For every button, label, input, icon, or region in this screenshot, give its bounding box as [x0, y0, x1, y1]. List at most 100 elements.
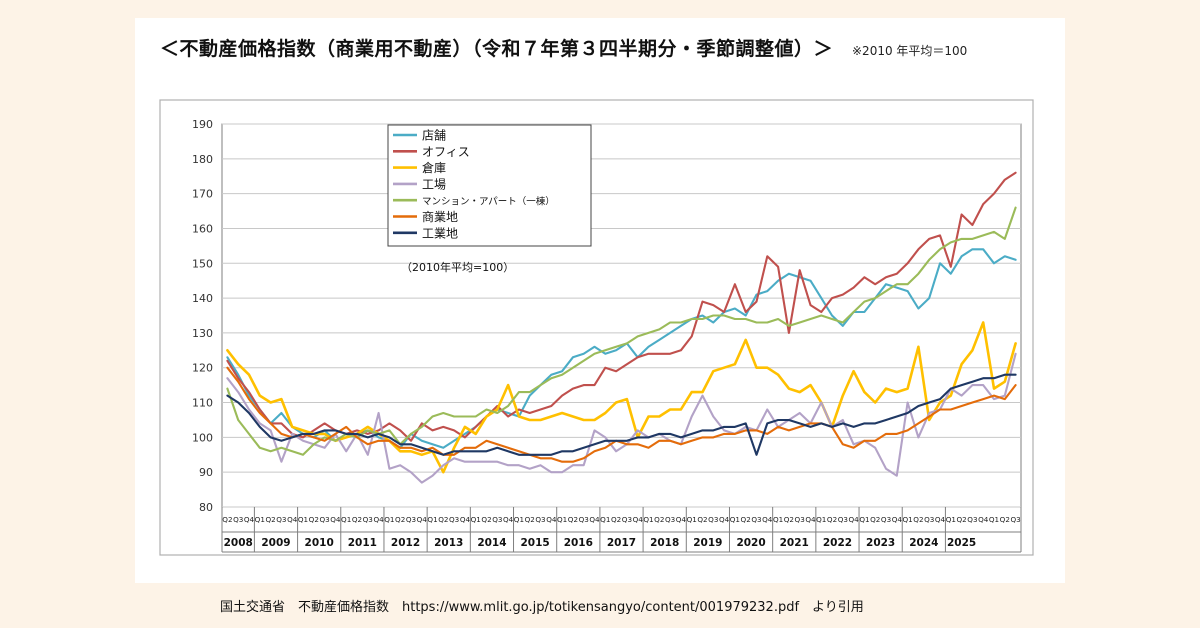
- quarter-tick-label: Q3: [924, 515, 934, 524]
- x-axis: Q2 Q3 Q4 Q1 Q2 Q3 Q4 Q1 Q2 Q3 Q4 Q1 Q2 Q3 Q4 Q1 Q2 Q3 Q4 Q1…: [221, 507, 1022, 553]
- series-line-5: [226, 366, 1017, 463]
- year-tick-label: 2012: [391, 537, 420, 549]
- quarter-tick-label: Q1: [773, 515, 783, 524]
- y-tick-label: 160: [192, 222, 213, 235]
- series-lines: [226, 171, 1017, 484]
- quarter-tick-label: Q2: [1000, 515, 1010, 524]
- y-tick-label: 140: [192, 292, 213, 305]
- grid-lines: [222, 123, 1021, 508]
- quarter-tick-label: Q3: [967, 515, 977, 524]
- quarter-tick-label: Q2: [784, 515, 794, 524]
- year-tick-label: 2016: [564, 537, 593, 549]
- series-line-6: [226, 373, 1017, 456]
- quarter-tick-label: Q1: [341, 515, 351, 524]
- quarter-tick-label: Q2: [827, 515, 837, 524]
- year-tick-label: 2010: [305, 537, 334, 549]
- quarter-tick-label: Q3: [579, 515, 589, 524]
- quarter-tick-label: Q4: [892, 515, 903, 524]
- source-credit: 国土交通省 不動産価格指数 https://www.mlit.go.jp/tot…: [220, 600, 864, 615]
- quarter-tick-label: Q4: [719, 515, 730, 524]
- y-tick-label: 190: [192, 118, 213, 131]
- quarter-tick-label: Q4: [460, 515, 471, 524]
- year-tick-label: 2013: [434, 537, 463, 549]
- y-tick-label: 100: [192, 431, 213, 444]
- quarter-tick-label: Q2: [352, 515, 362, 524]
- quarter-tick-label: Q3: [492, 515, 502, 524]
- quarter-tick-label: Q3: [665, 515, 675, 524]
- quarter-tick-label: Q3: [881, 515, 891, 524]
- quarter-tick-label: Q4: [503, 515, 514, 524]
- legend-label: 店舗: [422, 129, 446, 143]
- series-line-4: [226, 206, 1017, 456]
- quarter-tick-label: Q2: [481, 515, 491, 524]
- y-tick-label: 110: [192, 397, 213, 410]
- year-tick-label: 2021: [780, 537, 809, 549]
- year-tick-label: 2023: [866, 537, 895, 549]
- legend-note: （2010年平均=100）: [401, 260, 514, 274]
- y-tick-label: 150: [192, 257, 213, 270]
- y-tick-label: 80: [199, 501, 213, 514]
- legend-label: オフィス: [422, 145, 470, 159]
- y-tick-label: 120: [192, 362, 213, 375]
- quarter-tick-label: Q4: [805, 515, 816, 524]
- quarter-tick-label: Q1: [643, 515, 653, 524]
- year-tick-label: 2014: [477, 537, 506, 549]
- legend-label: 倉庫: [422, 160, 446, 175]
- quarter-tick-label: Q1: [557, 515, 567, 524]
- series-line-1: [226, 171, 1017, 442]
- quarter-tick-label: Q3: [233, 515, 243, 524]
- year-tick-label: 2011: [348, 537, 377, 549]
- year-tick-label: 2017: [607, 537, 636, 549]
- quarter-tick-label: Q4: [330, 515, 341, 524]
- quarter-tick-label: Q1: [384, 515, 394, 524]
- quarter-tick-label: Q4: [849, 515, 860, 524]
- year-tick-label: 2022: [823, 537, 852, 549]
- quarter-tick-label: Q2: [568, 515, 578, 524]
- quarter-tick-label: Q2: [438, 515, 448, 524]
- quarter-tick-label: Q4: [244, 515, 255, 524]
- quarter-tick-label: Q4: [546, 515, 557, 524]
- y-tick-label: 180: [192, 153, 213, 166]
- quarter-tick-label: Q4: [978, 515, 989, 524]
- quarter-tick-label: Q2: [741, 515, 751, 524]
- quarter-tick-label: Q2: [956, 515, 966, 524]
- quarter-tick-label: Q4: [373, 515, 384, 524]
- quarter-tick-label: Q4: [676, 515, 687, 524]
- y-tick-label: 90: [199, 466, 213, 479]
- quarter-tick-label: Q4: [589, 515, 600, 524]
- quarter-tick-label: Q3: [751, 515, 761, 524]
- quarter-tick-label: Q2: [309, 515, 319, 524]
- y-axis: 80 90 100 110 120 130 140 150 160 170 180 190: [192, 118, 213, 514]
- chart-title: ＜不動産価格指数（商業用不動産）（令和７年第３四半期分・季節調整値）＞: [160, 38, 834, 60]
- quarter-tick-label: Q1: [903, 515, 913, 524]
- year-tick-label: 2020: [736, 537, 765, 549]
- quarter-tick-label: Q4: [762, 515, 773, 524]
- quarter-tick-label: Q4: [935, 515, 946, 524]
- chart-frame: [159, 99, 1034, 556]
- quarter-tick-label: Q2: [525, 515, 535, 524]
- quarter-tick-label: Q3: [838, 515, 848, 524]
- legend-box: [387, 124, 592, 247]
- quarter-tick-label: Q3: [363, 515, 373, 524]
- outer-frame: [159, 99, 1034, 556]
- quarter-tick-label: Q1: [989, 515, 999, 524]
- quarter-tick-label: Q3: [535, 515, 545, 524]
- y-tick-label: 170: [192, 188, 213, 201]
- quarter-tick-label: Q3: [795, 515, 805, 524]
- series-line-2: [226, 321, 1017, 474]
- quarter-tick-label: Q3: [319, 515, 329, 524]
- quarter-tick-label: Q3: [406, 515, 416, 524]
- quarter-tick-label: Q4: [633, 515, 644, 524]
- base-note: ※2010 年平均＝100: [852, 44, 968, 58]
- quarter-tick-label: Q1: [514, 515, 524, 524]
- quarter-tick-label: Q1: [946, 515, 956, 524]
- quarter-tick-label: Q2: [265, 515, 275, 524]
- year-tick-label: 2008: [224, 537, 253, 549]
- quarter-tick-label: Q1: [427, 515, 437, 524]
- quarter-tick-label: Q4: [417, 515, 428, 524]
- quarter-tick-label: Q1: [859, 515, 869, 524]
- year-tick-label: 2015: [521, 537, 550, 549]
- quarter-tick-label: Q1: [298, 515, 308, 524]
